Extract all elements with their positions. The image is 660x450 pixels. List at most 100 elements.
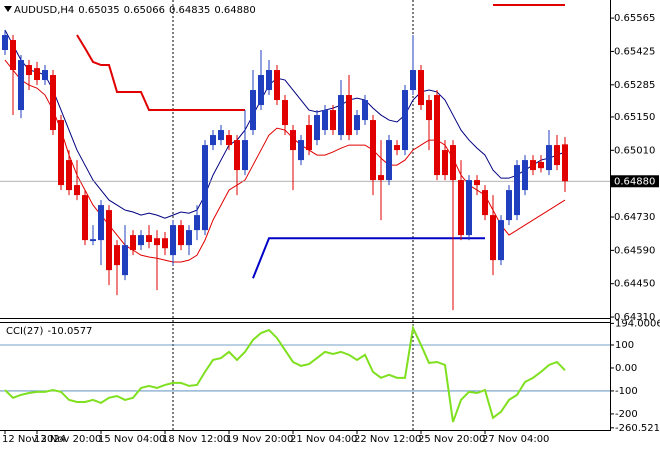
candle-body — [402, 90, 408, 151]
candle-body — [498, 220, 504, 261]
chart-header: AUDUSD,H4 0.65035 0.65066 0.64835 0.64880 — [14, 5, 256, 16]
candle-body — [562, 144, 568, 182]
indicator-line — [4, 29, 566, 219]
candle-body — [114, 245, 120, 266]
candle-body — [378, 175, 384, 181]
y-tick-label: 0.65285 — [614, 80, 655, 91]
candle-body — [202, 145, 208, 231]
candle-body — [474, 180, 480, 186]
candle-body — [330, 110, 336, 131]
open-label: 0.65035 — [78, 5, 119, 16]
candle-body — [266, 70, 272, 91]
candle-body — [242, 140, 248, 171]
cci-tick-label: -200 — [615, 409, 638, 420]
symbol: AUDUSD,H4 — [14, 5, 74, 16]
y-tick-label: 0.64450 — [614, 279, 655, 290]
low-label: 0.64835 — [169, 5, 210, 16]
y-tick-label: 0.65010 — [614, 145, 655, 156]
frame — [0, 0, 611, 431]
candle-body — [514, 165, 520, 216]
current-price-box — [611, 175, 659, 188]
candle-body — [170, 225, 176, 256]
close-label: 0.64880 — [214, 5, 255, 16]
candle-body — [162, 238, 168, 249]
candle-body — [186, 230, 192, 246]
candle-body — [258, 75, 264, 106]
candle-body — [370, 120, 376, 181]
candle-body — [106, 210, 112, 271]
candle-body — [226, 135, 232, 146]
candle-body — [234, 140, 240, 171]
x-tick-label: 15 Nov 04:00 — [98, 434, 165, 445]
cci-tick-label: 0.00 — [615, 363, 637, 374]
y-tick-label: 0.64310 — [614, 312, 655, 323]
candle-body — [426, 100, 432, 121]
candle-body — [66, 160, 72, 191]
candle-body — [74, 185, 80, 196]
candle-body — [522, 160, 528, 191]
x-tick-label: 12 Nov 2024 — [2, 434, 66, 445]
candle-body — [386, 140, 392, 181]
candle-body — [530, 160, 536, 171]
candle-body — [194, 215, 200, 231]
indicator-line — [76, 4, 565, 112]
candle-body — [482, 190, 488, 216]
candle-body — [18, 60, 24, 111]
candle-body — [322, 110, 328, 131]
x-tick-label: 21 Nov 04:00 — [290, 434, 357, 445]
candle-body — [58, 120, 64, 186]
y-tick-label: 0.65565 — [614, 13, 655, 24]
candle-body — [146, 235, 152, 243]
candle-body — [354, 115, 360, 131]
candle-body — [490, 215, 496, 261]
x-tick-label: 27 Nov 04:00 — [482, 434, 549, 445]
cci-tick-label: 194.0006 — [615, 318, 660, 329]
candle-body — [466, 180, 472, 236]
candle-body — [34, 68, 40, 81]
candle-body — [442, 150, 448, 176]
y-tick-label: 0.65150 — [614, 112, 655, 123]
candle-body — [210, 135, 216, 146]
candle-body — [282, 100, 288, 126]
candle-body — [218, 130, 224, 141]
indicator-line — [252, 237, 485, 279]
candle-body — [130, 235, 136, 251]
cci-tick-label: 100 — [615, 340, 634, 351]
candle-body — [418, 70, 424, 106]
candle-body — [346, 95, 352, 136]
cci-line — [4, 324, 566, 423]
x-tick-label: 22 Nov 12:00 — [354, 434, 421, 445]
candle-body — [362, 100, 368, 121]
candle-body — [410, 70, 416, 91]
candle-body — [82, 195, 88, 241]
candle-body — [2, 35, 8, 51]
candle-body — [154, 238, 160, 246]
candle-body — [50, 75, 56, 131]
candle-body — [90, 239, 96, 242]
candle-body — [546, 145, 552, 171]
candle-body — [10, 40, 16, 71]
candle-body — [434, 95, 440, 176]
y-tick-label: 0.64590 — [614, 245, 655, 256]
y-tick-label: 0.65425 — [614, 46, 655, 57]
candle-body — [306, 125, 312, 151]
current-price-label: 0.64880 — [614, 176, 655, 187]
indicator-header: CCI(27) -10.0577 — [6, 326, 92, 337]
candle-body — [458, 180, 464, 236]
candle-body — [338, 95, 344, 136]
candle-body — [26, 65, 32, 76]
cci-tick-label: -100 — [615, 386, 638, 397]
x-tick-label: 19 Nov 20:00 — [226, 434, 293, 445]
candle-body — [394, 145, 400, 151]
x-tick-label: 13 Nov 20:00 — [34, 434, 101, 445]
candle-body — [538, 161, 544, 169]
high-label: 0.65066 — [124, 5, 165, 16]
candle-body — [450, 145, 456, 181]
candle-body — [554, 145, 560, 166]
header-icon — [4, 6, 12, 12]
candle-body — [98, 205, 104, 241]
x-tick-label: 18 Nov 12:00 — [162, 434, 229, 445]
candle-body — [42, 70, 48, 81]
